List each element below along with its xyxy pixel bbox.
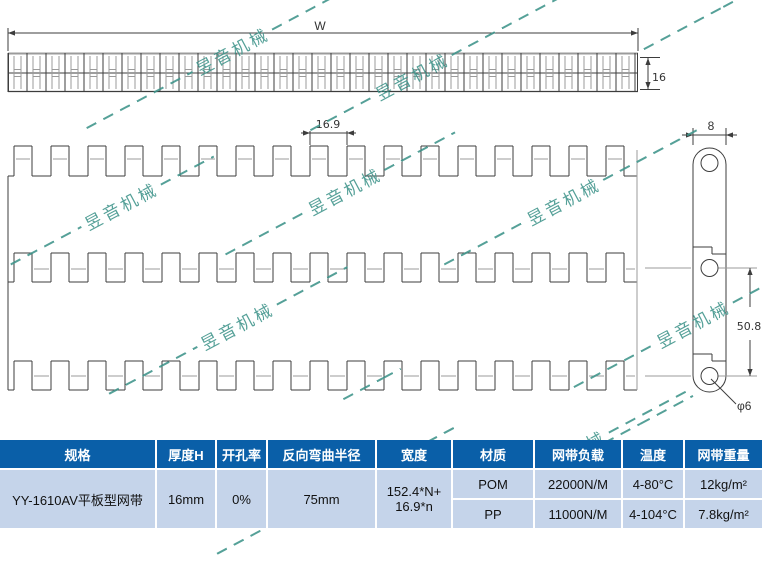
cell-width-line2: 16.9*n [395, 499, 433, 514]
cell-load-pp: 11000N/M [535, 500, 621, 528]
dim-label-module-pitch: 16.9 [316, 118, 341, 131]
dim-label-link-pitch: 50.8 [737, 320, 762, 333]
dim-label-hole-diameter: φ6 [737, 399, 752, 413]
col-header-load: 网带负载 [535, 440, 621, 468]
cell-weight-pom: 12kg/m² [685, 470, 762, 498]
cell-thickness: 16mm [157, 470, 215, 528]
col-header-material: 材质 [453, 440, 533, 468]
col-header-thickness: 厚度H [157, 440, 215, 468]
dim-label-belt-width: W [314, 19, 326, 33]
cell-material-pp: PP [453, 500, 533, 528]
cell-width-line1: 152.4*N+ [386, 484, 442, 499]
col-header-open-rate: 开孔率 [217, 440, 266, 468]
dim-label-link-width: 8 [708, 119, 715, 133]
cell-width: 152.4*N+ 16.9*n [377, 470, 451, 528]
cell-load-pom: 22000N/M [535, 470, 621, 498]
col-header-spec: 规格 [0, 440, 155, 468]
cell-reverse-bend-radius: 75mm [268, 470, 375, 528]
dim-label-belt-thickness: 16 [652, 71, 666, 84]
col-header-reverse-bend-radius: 反向弯曲半径 [268, 440, 375, 468]
cell-temperature-pom: 4-80°C [623, 470, 683, 498]
col-header-weight: 网带重量 [685, 440, 762, 468]
cell-temperature-pp: 4-104°C [623, 500, 683, 528]
cell-weight-pp: 7.8kg/m² [685, 500, 762, 528]
cell-model: YY-1610AV平板型网带 [0, 470, 155, 528]
cell-material-pom: POM [453, 470, 533, 498]
col-header-width: 宽度 [377, 440, 451, 468]
col-header-temperature: 温度 [623, 440, 683, 468]
spec-table: 规格 厚度H 开孔率 反向弯曲半径 宽度 材质 网带负载 温度 网带重量 YY-… [0, 440, 762, 528]
technical-drawing: W 16 16.9 8 50.8 φ6 [7, 19, 762, 413]
cell-open-rate: 0% [217, 470, 266, 528]
